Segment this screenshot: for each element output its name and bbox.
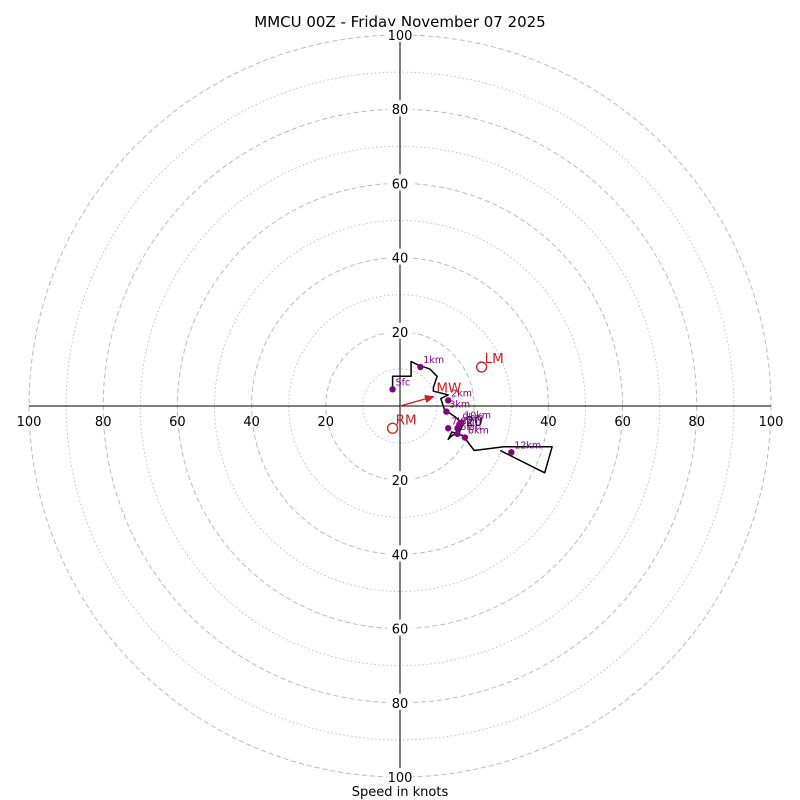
height-label-5km: 5km	[461, 422, 482, 433]
tick-label-down-60: 60	[392, 623, 409, 638]
height-label-8km: 8km	[461, 416, 482, 427]
tick-label-up-20: 20	[392, 326, 409, 341]
mw-label: MW	[436, 381, 461, 397]
tick-label-down-100: 100	[388, 771, 413, 786]
height-label-3km: 3km	[449, 400, 470, 411]
tick-label-bg-up-20	[387, 322, 413, 339]
height-marker-2km	[445, 397, 452, 404]
chart-title: MMCU 00Z - Friday November 07 2025	[254, 13, 545, 31]
tick-label-down-40: 40	[392, 548, 409, 563]
tick-label-right-80: 80	[689, 415, 706, 430]
height-label-12km: 12km	[514, 440, 541, 451]
height-marker-5km	[454, 430, 461, 438]
storm-motion-markers: MW LM RM	[386, 351, 504, 434]
tick-label-up-60: 60	[392, 177, 409, 192]
tick-label-bg-up-60	[387, 174, 413, 191]
tick-label-bg-up-80	[387, 100, 413, 117]
height-marker-6km	[461, 434, 469, 441]
tick-label-down-80: 80	[392, 697, 409, 712]
tick-label-bg-down-80	[387, 693, 413, 710]
tick-label-bg-down-100	[387, 768, 413, 784]
height-markers: Sfc1km2km3km7km8km9km10km5km6km12km	[389, 355, 541, 456]
wind-trace-line	[391, 360, 553, 474]
tick-label-left-20: 20	[318, 415, 335, 430]
tick-labels: 100 100 100 100 80 80 80 80 60 60 60 60 40 40 40 40 20 20…	[17, 26, 784, 786]
tick-label-left-40: 40	[243, 415, 260, 430]
tick-label-down-20: 20	[392, 474, 409, 489]
tick-label-left-60: 60	[169, 415, 186, 430]
mean-wind-arrow	[399, 394, 435, 407]
lm-label: LM	[485, 351, 504, 367]
tick-label-up-40: 40	[392, 252, 409, 267]
tick-label-right-60: 60	[614, 415, 631, 430]
tick-label-right-20: 20	[466, 415, 483, 430]
lm-marker	[475, 361, 488, 373]
height-label-6km: 6km	[468, 426, 489, 437]
height-marker-sfc	[389, 386, 396, 393]
height-label-9km: 9km	[462, 413, 483, 424]
tick-label-right-40: 40	[540, 415, 557, 430]
tick-label-left-100: 100	[17, 415, 42, 430]
height-label-10km: 10km	[464, 411, 491, 422]
tick-label-bg-down-40	[387, 545, 413, 562]
wind-trace-group	[391, 360, 553, 474]
height-label-1km: 1km	[423, 355, 444, 366]
x-axis-label: Speed in knots	[352, 785, 449, 800]
tick-label-right-100: 100	[759, 415, 784, 430]
tick-label-up-100: 100	[388, 29, 413, 44]
rm-marker	[386, 422, 399, 434]
tick-label-bg-down-60	[387, 619, 413, 636]
tick-label-left-80: 80	[95, 415, 112, 430]
height-label-2km: 2km	[451, 388, 472, 399]
tick-label-bg-down-20	[387, 471, 413, 488]
height-label-sfc: Sfc	[396, 377, 411, 388]
tick-label-up-80: 80	[392, 103, 409, 118]
height-marker-7km	[445, 425, 452, 432]
tick-label-bg-up-100	[387, 26, 413, 42]
rm-label: RM	[396, 412, 417, 428]
height-marker-10km	[458, 419, 465, 426]
height-marker-1km	[417, 363, 424, 371]
height-marker-12km	[508, 449, 515, 456]
tick-label-bg-up-40	[387, 248, 413, 265]
height-marker-3km	[443, 408, 450, 415]
